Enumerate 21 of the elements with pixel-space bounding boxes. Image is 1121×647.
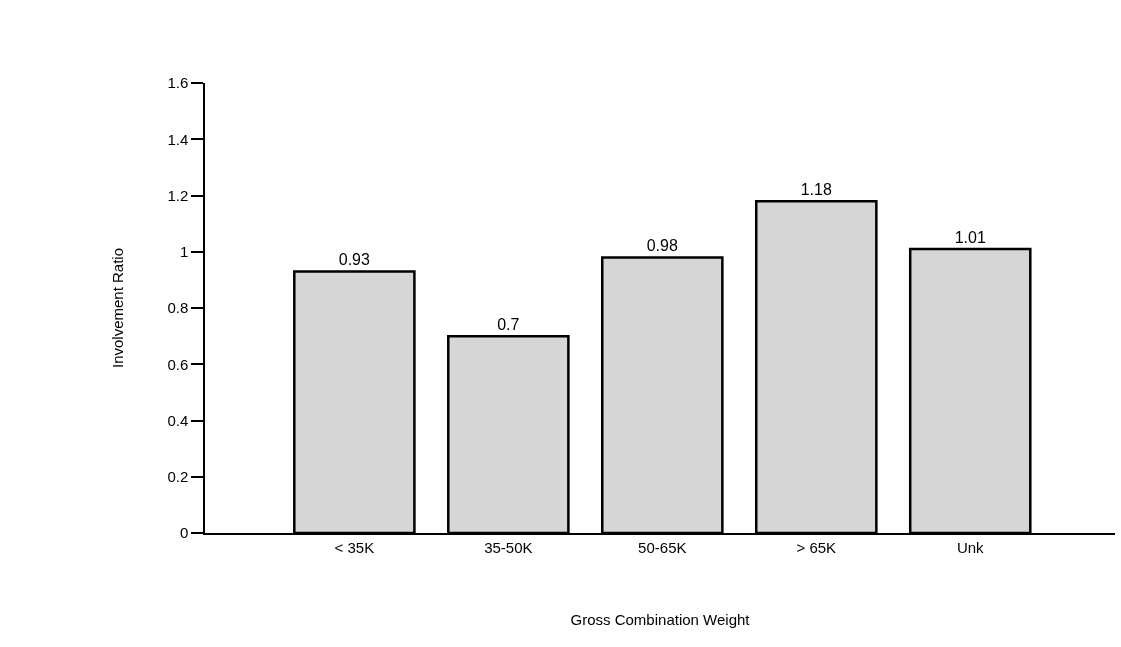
y-tick-label: 0.4 [167,411,189,429]
y-tick-label: 0.8 [167,299,189,317]
data-label: 0.7 [497,316,520,334]
data-label: 1.18 [800,181,832,199]
x-tick-label: > 65K [796,538,837,556]
y-tick-label: 0 [179,524,189,542]
x-tick-label: Unk [956,538,985,556]
data-label: 1.01 [954,228,986,246]
y-tick-label: 1.2 [167,186,189,204]
x-tick-label: 50-65K [638,538,687,556]
data-label: 0.98 [646,237,678,255]
x-tick-label: < 35K [334,538,375,556]
y-tick-label: 0.6 [167,355,189,373]
x-tick-label: 35-50K [484,538,533,556]
y-tick-label: 1.4 [167,130,189,148]
x-axis-title: Gross Combination Weight [570,611,751,629]
data-label: 0.93 [338,251,370,269]
y-axis-title: Involvement Ratio [109,247,127,369]
y-tick-label: 1.6 [167,74,189,92]
y-tick-label: 1 [179,243,189,260]
y-tick-label: 0.2 [167,468,189,485]
